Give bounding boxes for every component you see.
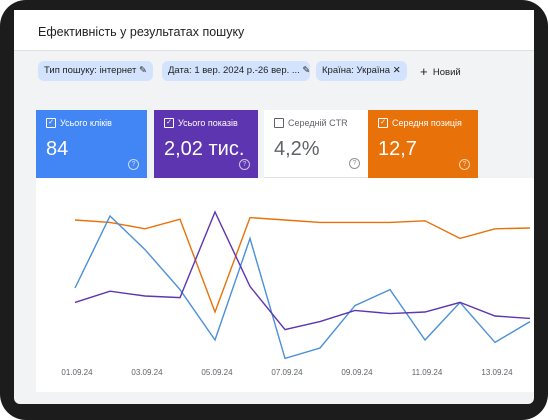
metric-label-row: ✓ Усього показів (164, 118, 248, 128)
page-title: Ефективність у результатах пошуку (38, 25, 245, 39)
checkbox[interactable]: ✓ (378, 118, 388, 128)
filter-chip[interactable]: Тип пошуку: інтернет ✎ (38, 61, 153, 81)
help-icon[interactable]: ? (239, 159, 250, 170)
metric-value: 84 (46, 138, 69, 160)
metric-label: Середня позиція (392, 118, 462, 128)
checkbox[interactable]: ✓ (164, 118, 174, 128)
metric-label: Середній CTR (288, 118, 348, 128)
chip-text: Дата: 1 вер. 2024 р.-26 вер. ... (168, 65, 300, 76)
header (14, 10, 534, 51)
filter-chip[interactable]: Дата: 1 вер. 2024 р.-26 вер. ... ✎ (162, 61, 310, 81)
new-filter-text: Новий (432, 67, 461, 78)
filter-chip[interactable]: Країна: Україна ✕ (316, 61, 407, 81)
chip-text: Тип пошуку: інтернет (44, 65, 137, 76)
chip-text: Країна: Україна (322, 65, 391, 76)
x-tick-label: 05.09.24 (201, 368, 233, 377)
metric-label: Усього показів (178, 118, 238, 128)
help-icon[interactable]: ? (128, 159, 139, 170)
x-tick-label: 09.09.24 (341, 368, 373, 377)
metric-card[interactable]: ✓ Усього показів 2,02 тис.? (154, 110, 258, 178)
metric-label-row: ✓ Усього кліків (46, 118, 137, 128)
help-icon[interactable]: ? (349, 158, 360, 169)
metric-label-row: Середній CTR (274, 118, 358, 128)
metric-card[interactable]: ✓ Усього кліків 84? (36, 110, 147, 178)
x-tick-label: 07.09.24 (271, 368, 303, 377)
series-line (74, 216, 531, 314)
x-tick-label: 03.09.24 (131, 368, 163, 377)
metric-value: 4,2% (274, 138, 320, 160)
x-tick-label: 11.09.24 (412, 368, 443, 377)
metric-label-row: ✓ Середня позиція (378, 118, 468, 128)
series-line (74, 210, 531, 331)
x-tick-label: 01.09.24 (61, 368, 93, 377)
metric-card[interactable]: Середній CTR 4,2%? (264, 110, 368, 178)
series-line (74, 214, 531, 360)
checkbox[interactable] (274, 118, 284, 128)
x-tick-label: 13.09.24 (481, 368, 513, 377)
metric-value: 2,02 тис. (164, 138, 245, 160)
new-filter-button[interactable]: + Новий (420, 64, 461, 79)
help-icon[interactable]: ? (459, 159, 470, 170)
checkbox[interactable]: ✓ (46, 118, 56, 128)
metric-value: 12,7 (378, 138, 417, 160)
metric-card[interactable]: ✓ Середня позиція 12,7? (368, 110, 478, 178)
metric-label: Усього кліків (60, 118, 112, 128)
